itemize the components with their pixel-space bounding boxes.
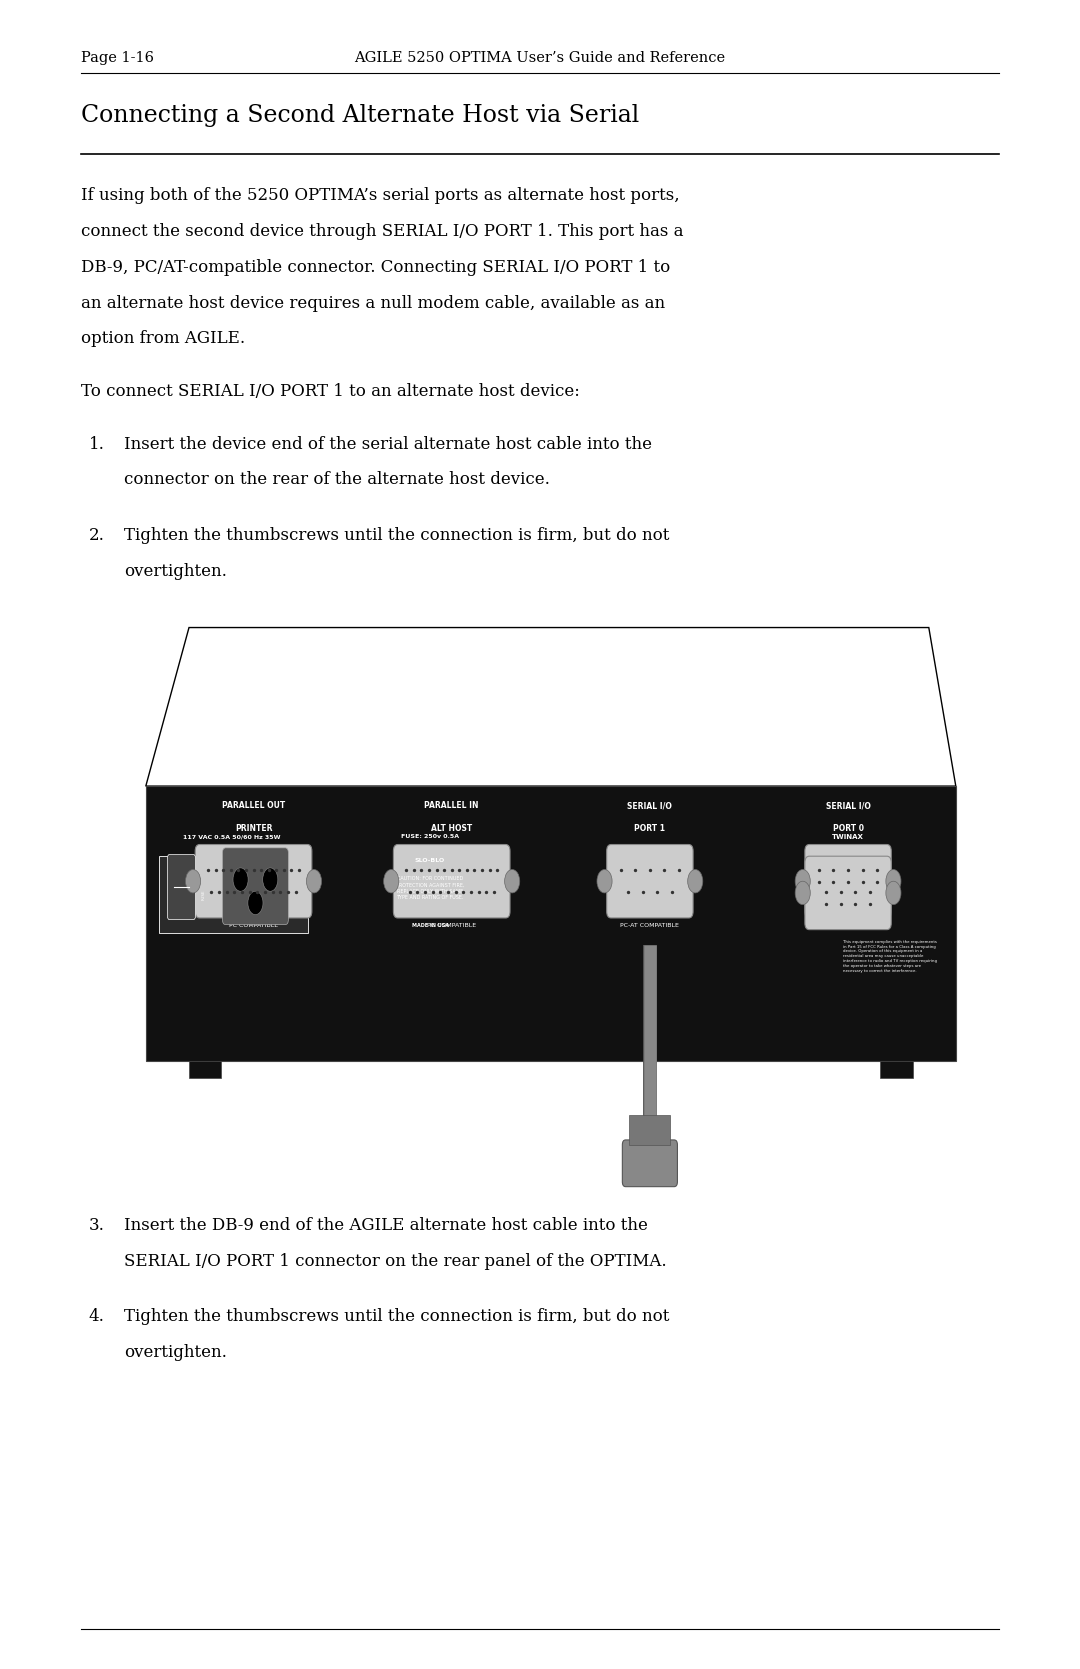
FancyBboxPatch shape bbox=[146, 786, 956, 1061]
Circle shape bbox=[186, 870, 201, 893]
Text: If using both of the 5250 OPTIMA’s serial ports as alternate host ports,: If using both of the 5250 OPTIMA’s seria… bbox=[81, 187, 679, 204]
Circle shape bbox=[597, 870, 612, 893]
FancyBboxPatch shape bbox=[630, 1115, 671, 1145]
Text: overtighten.: overtighten. bbox=[124, 1344, 227, 1362]
Text: Insert the device end of the serial alternate host cable into the: Insert the device end of the serial alte… bbox=[124, 436, 652, 452]
Text: DCE: DCE bbox=[841, 923, 854, 928]
FancyBboxPatch shape bbox=[805, 856, 891, 930]
FancyBboxPatch shape bbox=[159, 856, 308, 933]
Text: SLO-BLO: SLO-BLO bbox=[415, 858, 445, 863]
Text: MADE IN USA: MADE IN USA bbox=[411, 923, 448, 928]
Circle shape bbox=[383, 870, 399, 893]
FancyBboxPatch shape bbox=[622, 1140, 677, 1187]
Circle shape bbox=[795, 870, 810, 893]
Text: PRINTER: PRINTER bbox=[234, 824, 272, 833]
FancyBboxPatch shape bbox=[189, 1061, 221, 1078]
Text: PARALLEL IN: PARALLEL IN bbox=[424, 801, 478, 809]
Text: 117 VAC 0.5A 50/60 Hz 35W: 117 VAC 0.5A 50/60 Hz 35W bbox=[184, 834, 281, 840]
Circle shape bbox=[795, 881, 810, 905]
Text: AGILE 5250 OPTIMA User’s Guide and Reference: AGILE 5250 OPTIMA User’s Guide and Refer… bbox=[354, 52, 726, 65]
Text: ALT HOST: ALT HOST bbox=[431, 824, 472, 833]
Text: DB-9, PC/AT-compatible connector. Connecting SERIAL I/O PORT 1 to: DB-9, PC/AT-compatible connector. Connec… bbox=[81, 259, 671, 275]
Circle shape bbox=[248, 891, 264, 915]
Text: Insert the DB-9 end of the AGILE alternate host cable into the: Insert the DB-9 end of the AGILE alterna… bbox=[124, 1217, 648, 1233]
Circle shape bbox=[886, 881, 901, 905]
Text: PORT 1: PORT 1 bbox=[634, 824, 665, 833]
Circle shape bbox=[307, 870, 322, 893]
Text: PARALLEL OUT: PARALLEL OUT bbox=[221, 801, 285, 809]
Circle shape bbox=[504, 870, 519, 893]
Text: Connecting a Second Alternate Host via Serial: Connecting a Second Alternate Host via S… bbox=[81, 103, 639, 127]
Text: CAUTION: FOR CONTINUED
PROTECTION AGAINST FIRE,
REPLACE ONLY WITH SAME
TYPE AND : CAUTION: FOR CONTINUED PROTECTION AGAINS… bbox=[396, 876, 464, 900]
Text: SERIAL I/O PORT 1 connector on the rear panel of the OPTIMA.: SERIAL I/O PORT 1 connector on the rear … bbox=[124, 1252, 666, 1270]
Text: Page 1-16: Page 1-16 bbox=[81, 52, 154, 65]
Text: PC COMPATIBLE: PC COMPATIBLE bbox=[229, 923, 278, 928]
Text: connector on the rear of the alternate host device.: connector on the rear of the alternate h… bbox=[124, 471, 550, 489]
Text: PC COMPATIBLE: PC COMPATIBLE bbox=[428, 923, 476, 928]
Polygon shape bbox=[146, 628, 956, 786]
Text: Tighten the thumbscrews until the connection is firm, but do not: Tighten the thumbscrews until the connec… bbox=[124, 527, 670, 544]
FancyBboxPatch shape bbox=[880, 1061, 913, 1078]
Text: PC-AT COMPATIBLE: PC-AT COMPATIBLE bbox=[620, 923, 679, 928]
Text: PORT 0: PORT 0 bbox=[833, 824, 864, 833]
Text: To connect SERIAL I/O PORT 1 to an alternate host device:: To connect SERIAL I/O PORT 1 to an alter… bbox=[81, 382, 580, 401]
Circle shape bbox=[688, 870, 703, 893]
Text: 4.: 4. bbox=[89, 1308, 105, 1325]
Text: SERIAL I/O: SERIAL I/O bbox=[825, 801, 870, 809]
Text: option from AGILE.: option from AGILE. bbox=[81, 330, 245, 347]
Circle shape bbox=[233, 868, 248, 891]
FancyBboxPatch shape bbox=[393, 845, 510, 918]
Text: connect the second device through SERIAL I/O PORT 1. This port has a: connect the second device through SERIAL… bbox=[81, 224, 684, 240]
FancyBboxPatch shape bbox=[167, 855, 195, 920]
Text: This equipment complies with the requirements
in Part 15 of FCC Rules for a Clas: This equipment complies with the require… bbox=[842, 940, 936, 973]
Text: overtighten.: overtighten. bbox=[124, 562, 227, 581]
FancyBboxPatch shape bbox=[195, 845, 312, 918]
Text: 1.: 1. bbox=[89, 436, 105, 452]
Text: Tighten the thumbscrews until the connection is firm, but do not: Tighten the thumbscrews until the connec… bbox=[124, 1308, 670, 1325]
Text: an alternate host device requires a null modem cable, available as an: an alternate host device requires a null… bbox=[81, 294, 665, 312]
Text: 2.: 2. bbox=[89, 527, 105, 544]
FancyBboxPatch shape bbox=[222, 848, 288, 925]
Text: TWINAX: TWINAX bbox=[832, 834, 864, 841]
Text: 3.: 3. bbox=[89, 1217, 105, 1233]
FancyBboxPatch shape bbox=[607, 845, 693, 918]
Circle shape bbox=[886, 870, 901, 893]
FancyBboxPatch shape bbox=[805, 845, 891, 918]
Circle shape bbox=[262, 868, 278, 891]
Text: FUSE: 250v 0.5A: FUSE: 250v 0.5A bbox=[401, 834, 459, 840]
Text: SERIAL I/O: SERIAL I/O bbox=[627, 801, 673, 809]
Text: FUSE: FUSE bbox=[202, 890, 206, 900]
